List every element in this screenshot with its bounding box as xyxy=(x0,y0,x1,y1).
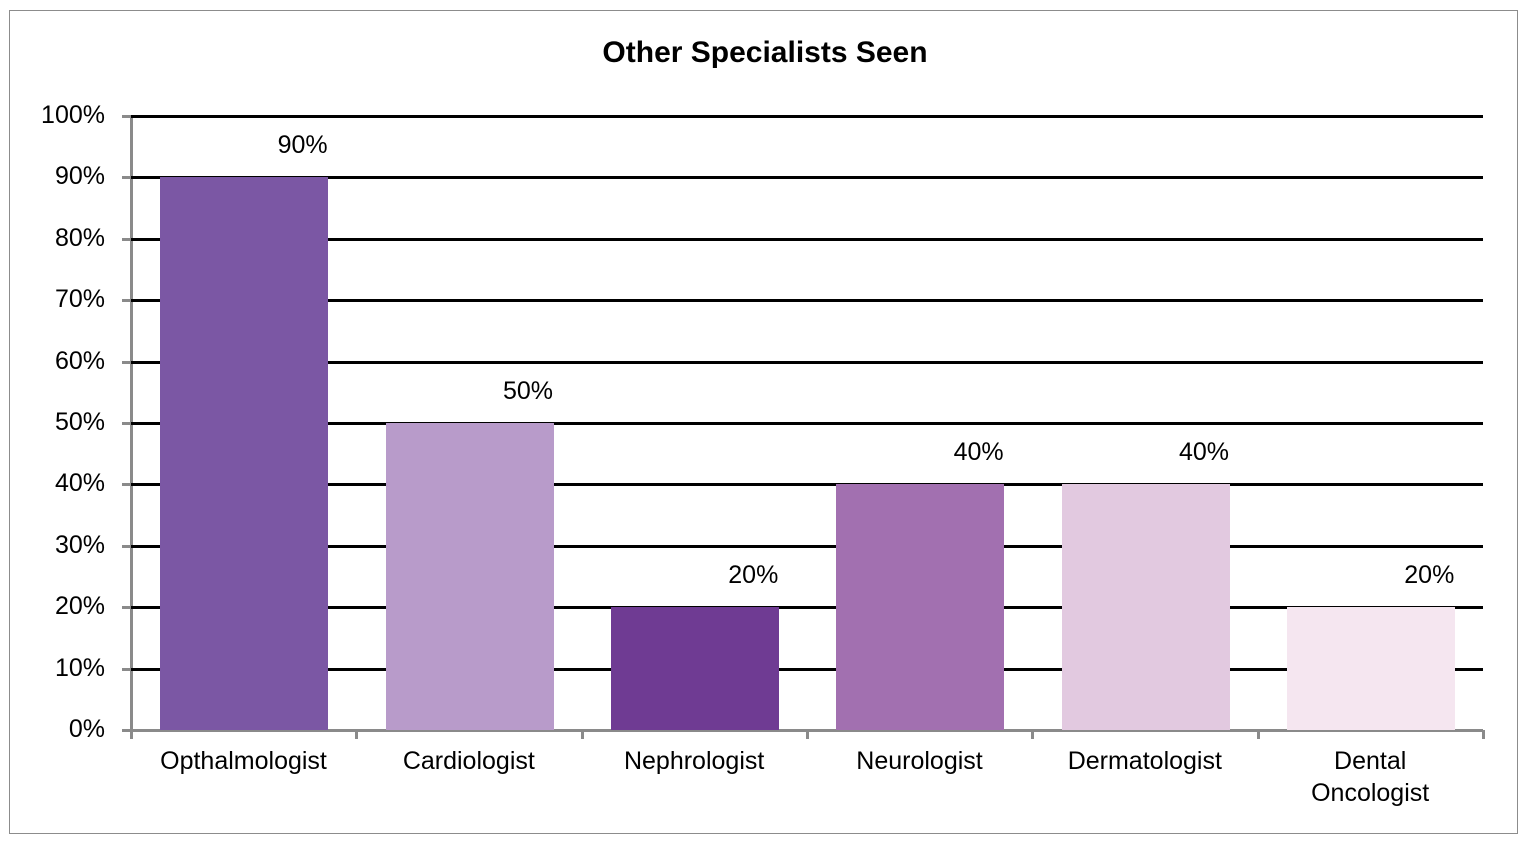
bar-opthalmologist xyxy=(160,177,329,730)
y-tick-label: 60% xyxy=(54,346,105,375)
y-tick xyxy=(122,360,131,364)
y-tick-label: 50% xyxy=(54,408,105,436)
category-label: Neurologist xyxy=(856,747,983,775)
y-tick xyxy=(122,606,131,610)
x-tick xyxy=(1482,730,1485,739)
y-tick-label: 70% xyxy=(54,285,105,314)
gridline xyxy=(131,667,1483,671)
y-tick xyxy=(122,483,131,487)
data-label: 90% xyxy=(277,131,328,160)
plot-area: 90% 50% 20% 40% 40% 20% xyxy=(122,115,1485,739)
gridline xyxy=(131,606,1483,610)
y-tick xyxy=(122,115,131,118)
y-tick-label: 80% xyxy=(54,223,105,252)
data-label: 20% xyxy=(728,561,779,590)
category-label: Nephrologist xyxy=(623,747,765,775)
category-label: Opthalmologist xyxy=(160,747,327,775)
y-tick-label: 100% xyxy=(41,101,105,129)
x-tick xyxy=(1031,730,1035,739)
y-tick xyxy=(122,544,131,548)
gridline xyxy=(131,115,1483,118)
data-label: 20% xyxy=(1404,561,1455,590)
y-tick-label: 40% xyxy=(54,469,105,498)
y-tick-label: 10% xyxy=(54,653,105,682)
y-tick xyxy=(122,176,131,180)
bar-nephrologist xyxy=(610,607,779,730)
y-tick xyxy=(122,422,131,425)
bar-dermatologist xyxy=(1061,484,1230,730)
y-tick-label: 30% xyxy=(54,530,105,559)
y-tick xyxy=(122,299,131,303)
gridline xyxy=(131,176,1483,180)
x-tick xyxy=(806,730,809,739)
y-tick xyxy=(122,667,131,671)
data-label: 40% xyxy=(953,438,1004,467)
category-label: Dermatologist xyxy=(1067,747,1222,775)
y-tick-label: 90% xyxy=(54,162,105,191)
data-label: 50% xyxy=(502,377,553,405)
x-tick xyxy=(130,730,133,739)
gridline xyxy=(131,483,1483,487)
data-label: 40% xyxy=(1178,438,1229,467)
x-tick xyxy=(355,730,359,739)
y-tick-label: 20% xyxy=(54,592,105,621)
gridline xyxy=(131,299,1483,303)
gridline xyxy=(131,422,1483,425)
gridline xyxy=(131,544,1483,548)
category-label: Dental Oncologist xyxy=(1311,747,1430,807)
chart-title: Other Specialists Seen xyxy=(602,36,928,69)
bar-dental-oncologist xyxy=(1286,607,1455,730)
category-label: Cardiologist xyxy=(402,747,535,775)
bar-neurologist xyxy=(836,484,1005,730)
gridline xyxy=(131,360,1483,364)
bar-cardiologist xyxy=(385,423,554,730)
x-tick xyxy=(1256,730,1260,739)
gridline xyxy=(131,237,1483,241)
y-tick-label: 0% xyxy=(68,715,105,743)
y-tick xyxy=(122,237,131,241)
x-tick xyxy=(580,730,584,739)
y-tick xyxy=(122,729,131,732)
